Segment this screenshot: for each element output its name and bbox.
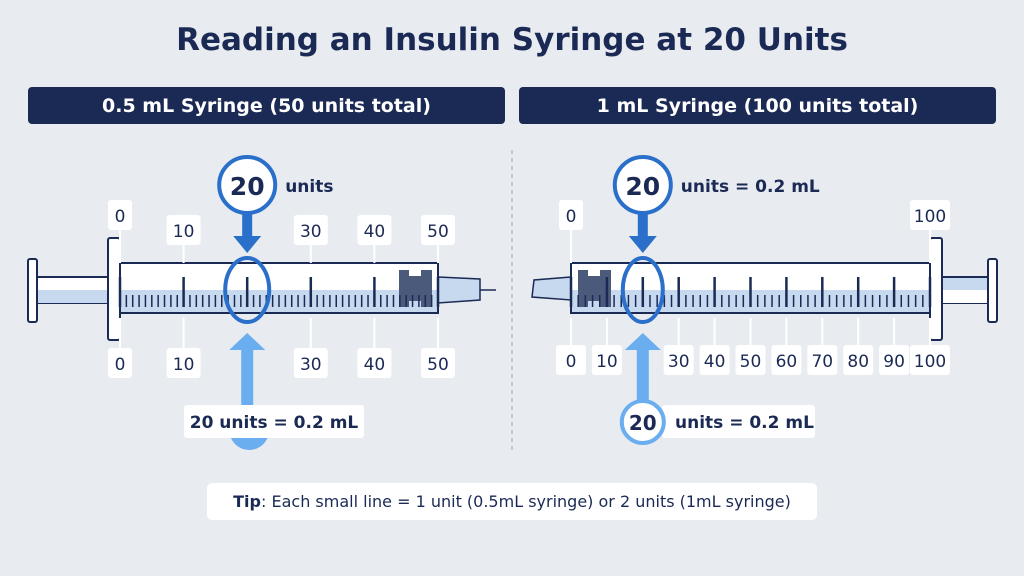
left-top-label-box — [108, 200, 132, 230]
left-plunger-flange — [27, 258, 38, 323]
left-syringe-header: 0.5 mL Syringe (50 units total) — [28, 87, 505, 124]
right-bottom-label-box — [807, 345, 838, 375]
left-bottom-label-box — [357, 348, 392, 378]
right-top-label: 100 — [914, 207, 946, 227]
left-bottom-label-box — [166, 348, 201, 378]
tip-box: Tip: Each small line = 1 unit (0.5mL syr… — [207, 483, 817, 520]
right-barrel-flange — [929, 237, 943, 341]
left-needle-hub — [437, 276, 481, 304]
right-top-label: 0 — [566, 207, 577, 227]
left-up-arrow — [229, 333, 266, 440]
right-bottom-label-box — [699, 345, 730, 375]
left-top-callout-circle — [217, 155, 278, 215]
left-bottom-callout-box — [184, 405, 364, 438]
right-bottom-label-box — [879, 345, 910, 375]
left-top-callout-text: units — [285, 177, 333, 197]
left-bottom-label-box — [108, 348, 132, 378]
right-bottom-label: 50 — [740, 352, 762, 372]
right-bottom-label: 60 — [776, 352, 798, 372]
left-top-label: 30 — [300, 222, 322, 242]
left-bottom-label: 0 — [115, 355, 126, 375]
right-bottom-label-box — [735, 345, 766, 375]
right-bottom-label: 90 — [883, 352, 905, 372]
left-bottom-label: 30 — [300, 355, 322, 375]
left-top-label-box — [357, 215, 392, 245]
right-bottom-label-box — [591, 345, 622, 375]
left-top-label-box — [293, 215, 328, 245]
left-stopper — [399, 270, 432, 307]
left-reading-highlight — [223, 256, 272, 324]
left-top-label: 40 — [364, 222, 386, 242]
right-top-callout-text: units = 0.2 mL — [681, 177, 820, 197]
right-plunger-fill — [942, 290, 990, 303]
left-bottom-label-box — [293, 348, 328, 378]
left-bottom-label-box — [421, 348, 455, 378]
left-top-label: 0 — [115, 207, 126, 227]
right-bottom-callout-box — [662, 405, 815, 438]
right-needle-hub — [531, 276, 572, 301]
right-bottom-label: 80 — [847, 352, 869, 372]
left-top-label: 50 — [427, 222, 449, 242]
right-reading-highlight — [620, 256, 665, 324]
tip-text: : Each small line = 1 unit (0.5mL syring… — [261, 492, 791, 511]
right-syringe-header: 1 mL Syringe (100 units total) — [519, 87, 996, 124]
right-top-label-box — [910, 200, 950, 230]
right-bottom-label: 70 — [811, 352, 833, 372]
right-stopper — [578, 270, 611, 307]
left-down-arrow — [233, 212, 262, 253]
left-top-label-box — [166, 215, 201, 245]
right-top-label-box — [559, 200, 583, 230]
left-top-label-box — [421, 215, 455, 245]
right-bottom-label-box — [556, 345, 586, 375]
right-bottom-label: 10 — [596, 352, 618, 372]
left-bottom-label: 50 — [427, 355, 449, 375]
left-barrel-flange — [107, 237, 121, 341]
tip-label: Tip — [233, 492, 261, 511]
right-bottom-label: 100 — [914, 352, 946, 372]
right-bottom-callout-circle — [619, 399, 666, 445]
right-bottom-label-box — [843, 345, 874, 375]
right-bottom-label-box — [771, 345, 802, 375]
left-top-callout-number: 20 — [230, 172, 265, 201]
right-bottom-label: 0 — [566, 352, 577, 372]
right-bottom-callout-text: units = 0.2 mL — [675, 413, 814, 433]
right-down-arrow — [628, 212, 657, 253]
left-plunger-fill — [35, 290, 110, 303]
right-bottom-label: 40 — [704, 352, 726, 372]
right-plunger-flange — [987, 258, 998, 323]
right-bottom-label-box — [663, 345, 694, 375]
left-bottom-label: 40 — [364, 355, 386, 375]
left-top-label: 10 — [173, 222, 195, 242]
right-bottom-label: 30 — [668, 352, 690, 372]
left-bottom-callout-text: 20 units = 0.2 mL — [190, 413, 359, 433]
right-bottom-label-box — [910, 345, 950, 375]
right-bottom-callout-number: 20 — [629, 411, 657, 435]
right-up-arrow — [624, 333, 661, 440]
right-top-callout-number: 20 — [625, 172, 660, 201]
left-bottom-label: 10 — [173, 355, 195, 375]
right-top-callout-circle — [612, 155, 673, 215]
page-title: Reading an Insulin Syringe at 20 Units — [176, 22, 848, 58]
